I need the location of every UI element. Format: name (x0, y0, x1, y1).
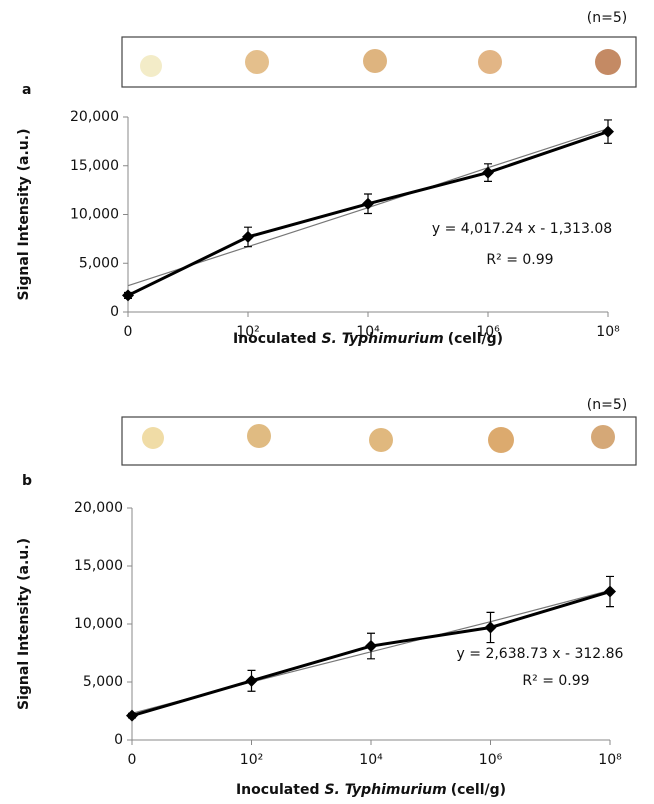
data-point (365, 640, 377, 653)
data-point (362, 197, 374, 210)
x-tick-label: 10² (236, 324, 259, 340)
annotation: y = 4,017.24 x - 1,313.08 (432, 221, 612, 237)
annotation: R² = 0.99 (522, 673, 589, 689)
data-point (122, 289, 134, 302)
spot (247, 424, 271, 448)
y-tick-label: 5,000 (83, 674, 123, 690)
y-tick-label: 10,000 (74, 616, 123, 632)
x-axis-label: Inoculated S. Typhimurium (cell/g) (236, 782, 506, 798)
y-tick-label: 0 (114, 732, 123, 748)
y-axis-label: Signal Intensity (a.u.) (16, 129, 32, 301)
y-axis-label: Signal Intensity (a.u.) (16, 538, 32, 710)
x-tick-label: 0 (124, 324, 133, 340)
x-label-part: (cell/g) (451, 782, 506, 798)
x-label-part: S. Typhimurium (324, 782, 446, 798)
data-point (242, 230, 254, 243)
spot (478, 50, 502, 74)
x-tick-label: 10⁴ (359, 752, 383, 768)
data-point (126, 709, 138, 722)
spots (140, 49, 621, 77)
x-tick-label: 0 (128, 752, 137, 768)
annotation: y = 2,638.73 x - 312.86 (457, 646, 624, 662)
y-tick-label: 20,000 (74, 500, 123, 516)
x-tick-label: 10⁶ (479, 752, 503, 768)
x-tick-label: 10² (240, 752, 263, 768)
x-tick-label: 10⁸ (598, 752, 622, 768)
data-point (604, 585, 616, 598)
y-tick-label: 0 (110, 304, 119, 320)
x-label-part: S. Typhimurium (321, 331, 443, 347)
x-label-part: Inoculated (236, 782, 320, 798)
spot (595, 49, 621, 75)
panel-label: a (22, 82, 31, 98)
y-tick-label: 10,000 (70, 207, 119, 223)
annotation: R² = 0.99 (486, 252, 553, 268)
spot (142, 427, 164, 449)
x-label-part: Inoculated (233, 331, 317, 347)
note: (n=5) (587, 10, 627, 26)
y-tick-label: 5,000 (79, 255, 119, 271)
note: (n=5) (587, 397, 627, 413)
x-tick-label: 10⁸ (596, 324, 620, 340)
spot (363, 49, 387, 73)
data-point (602, 125, 614, 138)
x-axis-label: Inoculated S. Typhimurium (cell/g) (233, 331, 503, 347)
spot (369, 428, 393, 452)
spot (140, 55, 162, 77)
x-tick-label: 10⁶ (476, 324, 500, 340)
x-tick-label: 10⁴ (356, 324, 380, 340)
data-point (482, 166, 494, 179)
spot (488, 427, 514, 453)
spot (245, 50, 269, 74)
spot (591, 425, 615, 449)
y-tick-label: 15,000 (74, 558, 123, 574)
data-point (484, 621, 497, 634)
y-tick-label: 15,000 (70, 158, 119, 174)
x-label-part: (cell/g) (448, 331, 503, 347)
data-point (245, 674, 258, 687)
y-tick-label: 20,000 (70, 109, 119, 125)
panel-label: b (22, 473, 32, 489)
spots (142, 424, 615, 453)
